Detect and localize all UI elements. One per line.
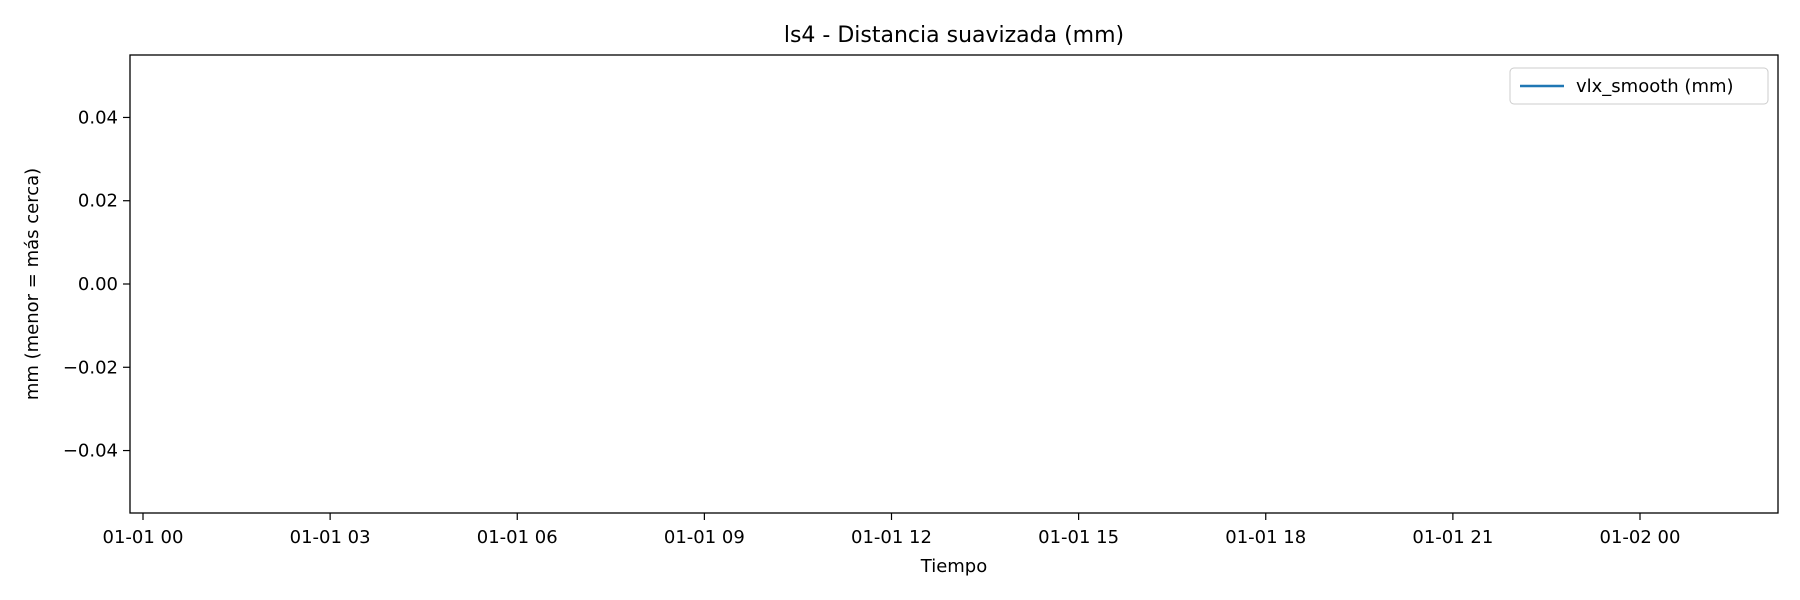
x-tick-label: 01-02 00 (1600, 527, 1681, 548)
y-tick-label: 0.00 (78, 274, 118, 295)
x-tick-label: 01-01 21 (1412, 527, 1493, 548)
y-tick-label: 0.04 (78, 107, 118, 128)
legend: vlx_smooth (mm) (1509, 67, 1769, 105)
x-tick-label: 01-01 09 (664, 527, 745, 548)
y-axis: 0.04 0.02 0.00 −0.02 −0.04 (63, 107, 130, 462)
x-tick-label: 01-01 15 (1038, 527, 1119, 548)
y-tick-label: −0.02 (63, 357, 118, 378)
x-tick-label: 01-01 18 (1225, 527, 1306, 548)
x-tick-label: 01-01 03 (290, 527, 371, 548)
legend-frame (1509, 67, 1769, 105)
x-tick-label: 01-01 12 (851, 527, 932, 548)
y-axis-label: mm (menor = más cerca) (22, 168, 43, 400)
x-axis-label: Tiempo (920, 556, 988, 577)
x-axis: 01-01 00 01-01 03 01-01 06 01-01 09 01-01 12… (103, 513, 1681, 548)
x-tick-label: 01-01 00 (103, 527, 184, 548)
x-tick-label: 01-01 06 (477, 527, 558, 548)
chart-title: ls4 - Distancia suavizada (mm) (784, 23, 1124, 48)
y-tick-label: −0.04 (63, 441, 118, 462)
y-tick-label: 0.02 (78, 191, 118, 212)
plot-area (129, 54, 1779, 514)
legend-label-vlx-smooth: vlx_smooth (mm) (1576, 76, 1734, 97)
